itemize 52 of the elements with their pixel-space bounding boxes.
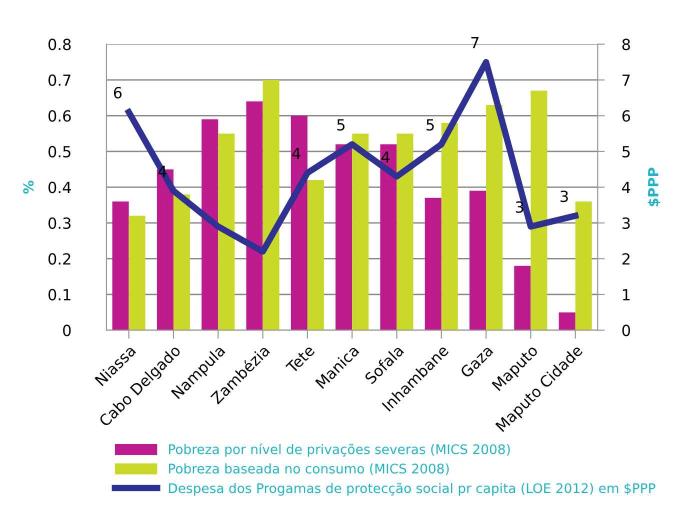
bar xyxy=(352,134,369,330)
y-tick-label: 0.6 xyxy=(48,110,71,122)
bar xyxy=(307,180,324,330)
bar xyxy=(514,266,531,330)
data-label: 4 xyxy=(292,148,300,160)
legend-label: Despesa dos Progamas de protecção social pr capita (LOE 2012) em $PPP xyxy=(168,482,656,496)
y-axis-title: % xyxy=(23,180,34,194)
y-tick-label: 0.3 xyxy=(48,217,71,229)
bar xyxy=(173,194,190,330)
bar xyxy=(290,116,308,330)
bar xyxy=(262,80,280,330)
y-tick-label: 0.1 xyxy=(48,288,70,300)
bar xyxy=(380,144,397,330)
bar xyxy=(112,202,129,330)
legend-label: Pobreza por nível de privações severas (MICS 2008) xyxy=(168,443,510,457)
y2-tick-label: 3 xyxy=(622,217,630,229)
bar xyxy=(470,190,486,330)
bar xyxy=(575,202,592,330)
y2-tick-label: 8 xyxy=(622,38,630,50)
bar xyxy=(441,122,458,330)
bar xyxy=(424,198,442,330)
y2-tick-label: 5 xyxy=(622,146,630,158)
y-tick-label: 0 xyxy=(63,324,71,336)
bar xyxy=(218,134,235,330)
bar xyxy=(128,216,146,330)
y2-tick-label: 2 xyxy=(622,253,630,265)
y-tick-label: 0.8 xyxy=(48,38,71,50)
legend-label: Pobreza baseada no consumo (MICS 2008) xyxy=(168,463,449,476)
y2-tick-label: 1 xyxy=(622,289,630,300)
y2-tick-label: 4 xyxy=(622,182,630,194)
y-tick-label: 0.4 xyxy=(48,182,71,194)
data-label: 7 xyxy=(471,37,478,48)
bar xyxy=(246,101,263,330)
y2-tick-label: 6 xyxy=(622,110,630,122)
x-tick-label: Tete xyxy=(285,344,316,374)
data-label: 3 xyxy=(560,190,568,202)
bar xyxy=(558,312,576,330)
data-label: 5 xyxy=(426,119,434,131)
y2-axis-title: $PPP xyxy=(648,168,660,206)
bar xyxy=(486,104,503,330)
bar xyxy=(202,119,218,330)
y2-tick-label: 0 xyxy=(622,324,630,336)
y-tick-label: 0.2 xyxy=(48,253,70,265)
data-label: 6 xyxy=(114,86,122,98)
bar xyxy=(530,90,548,330)
data-label: 5 xyxy=(337,119,344,131)
bar xyxy=(336,144,352,330)
bar xyxy=(396,134,414,330)
y-tick-label: 0.5 xyxy=(48,146,70,158)
data-label: 4 xyxy=(382,151,390,163)
y-tick-label: 0.7 xyxy=(48,74,70,86)
y2-tick-label: 7 xyxy=(622,74,630,86)
